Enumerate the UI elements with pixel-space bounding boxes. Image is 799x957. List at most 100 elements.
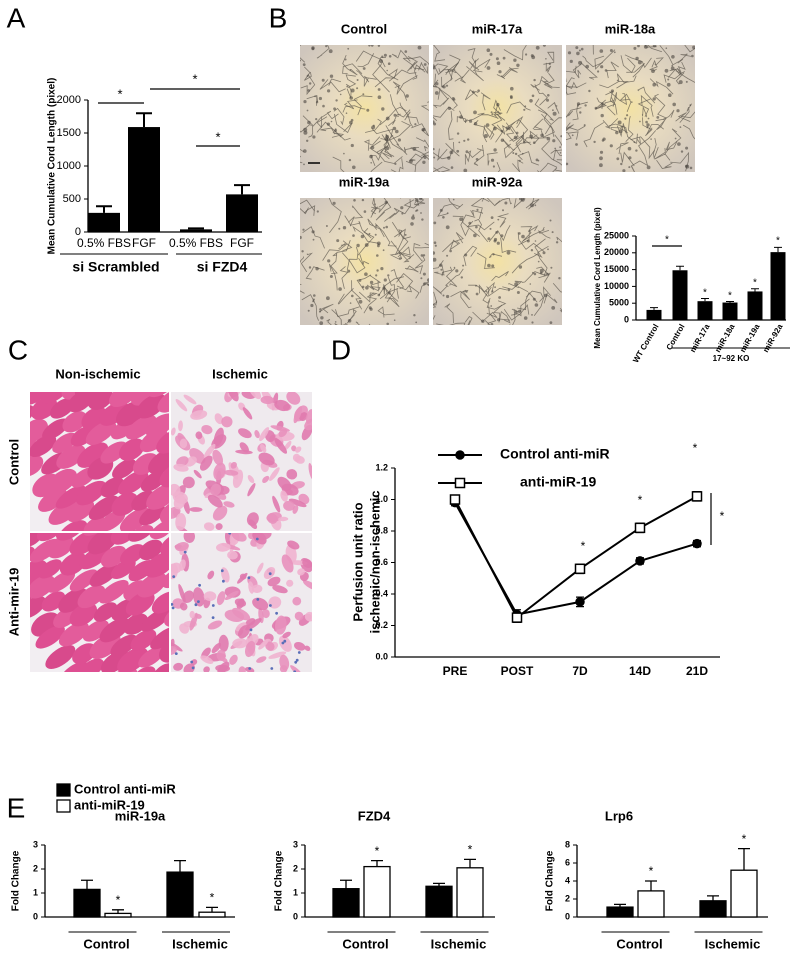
cell <box>620 125 623 128</box>
cell <box>369 154 373 159</box>
cord <box>452 215 480 237</box>
nucleus <box>248 667 252 670</box>
bar <box>646 309 662 320</box>
muscle-fiber <box>0 487 28 518</box>
muscle-fiber <box>127 533 157 542</box>
cell <box>370 45 374 47</box>
cell <box>635 56 639 61</box>
error-bar <box>188 227 204 230</box>
cell <box>345 112 348 114</box>
nucleus <box>283 639 287 643</box>
muscle-fiber <box>125 415 157 440</box>
cell <box>395 129 399 134</box>
cell <box>547 248 549 251</box>
cell <box>481 319 485 323</box>
cell <box>433 122 437 126</box>
nucleus <box>249 628 253 632</box>
x-tick-label: Ischemic <box>705 936 761 951</box>
muscle-fiber <box>109 392 139 408</box>
cell <box>651 69 655 73</box>
significance-star: * <box>703 288 707 299</box>
cell <box>306 139 309 142</box>
cord <box>496 161 501 172</box>
cell <box>433 156 436 159</box>
cell <box>301 250 304 253</box>
cord <box>300 283 305 294</box>
bar <box>672 270 688 320</box>
muscle-fiber <box>30 596 46 619</box>
cord <box>594 49 616 70</box>
muscle-fiber <box>235 449 253 455</box>
cell <box>351 294 354 298</box>
muscle-fiber <box>130 392 161 406</box>
cell <box>628 156 632 160</box>
cord <box>316 121 351 141</box>
y-tick-label: 2 <box>33 863 38 873</box>
cell <box>422 160 426 164</box>
cell <box>542 45 546 47</box>
cell <box>353 199 356 202</box>
group-label: si Scrambled <box>72 259 159 275</box>
nucleus <box>191 666 195 670</box>
cell <box>487 263 491 268</box>
y-axis-label: Mean Cumulative Cord Length (pixel) <box>593 207 602 349</box>
cell <box>678 80 683 85</box>
cord <box>300 199 315 215</box>
cell <box>325 225 328 227</box>
cord <box>520 224 539 232</box>
muscle-fiber <box>171 427 176 436</box>
legend-swatch <box>56 799 71 813</box>
cell <box>546 98 549 102</box>
cell <box>489 227 492 230</box>
cord <box>506 101 531 114</box>
muscle-fiber <box>254 430 260 439</box>
cord <box>330 252 338 274</box>
nucleus <box>220 569 224 573</box>
column-label: Ischemic <box>212 366 268 381</box>
cord <box>414 199 420 206</box>
cell <box>578 60 583 65</box>
error-bar <box>136 112 152 128</box>
cord <box>356 70 369 87</box>
cord <box>644 45 663 53</box>
cell <box>329 275 333 278</box>
cell <box>558 277 561 280</box>
muscle-fiber <box>216 649 226 661</box>
cell <box>670 66 675 71</box>
cell <box>495 231 499 234</box>
cell <box>523 108 526 111</box>
muscle-fiber <box>175 542 189 552</box>
cell <box>569 59 573 63</box>
cord <box>467 48 479 63</box>
legend-label: Control anti-miR <box>74 781 176 796</box>
cell <box>465 150 469 154</box>
cell <box>400 206 404 210</box>
cell <box>451 97 455 100</box>
muscle-fiber <box>262 475 270 483</box>
y-axis-label: Perfusion unit ratio <box>350 502 365 621</box>
cell <box>460 276 463 279</box>
cell <box>552 139 556 143</box>
muscle-fiber <box>251 584 263 594</box>
cord <box>355 321 371 325</box>
cord <box>433 291 438 308</box>
cell <box>427 283 429 287</box>
cell <box>384 200 388 204</box>
cell <box>349 96 353 100</box>
cell <box>633 141 636 144</box>
cell <box>555 241 559 244</box>
cell <box>514 152 518 156</box>
x-tick-label: 14D <box>629 664 651 678</box>
muscle-fiber <box>231 533 247 542</box>
y-tick-label: 3 <box>33 839 38 849</box>
cell <box>459 217 463 221</box>
muscle-fiber <box>146 484 169 510</box>
cell <box>524 105 527 108</box>
muscle-fiber <box>0 529 9 560</box>
legend-label: Control anti-miR <box>500 446 610 462</box>
muscle-fiber <box>140 471 166 492</box>
cord <box>541 73 555 89</box>
cord <box>444 303 454 324</box>
muscle-fiber <box>30 533 44 548</box>
x-tick-label: miR-92a <box>761 322 785 354</box>
